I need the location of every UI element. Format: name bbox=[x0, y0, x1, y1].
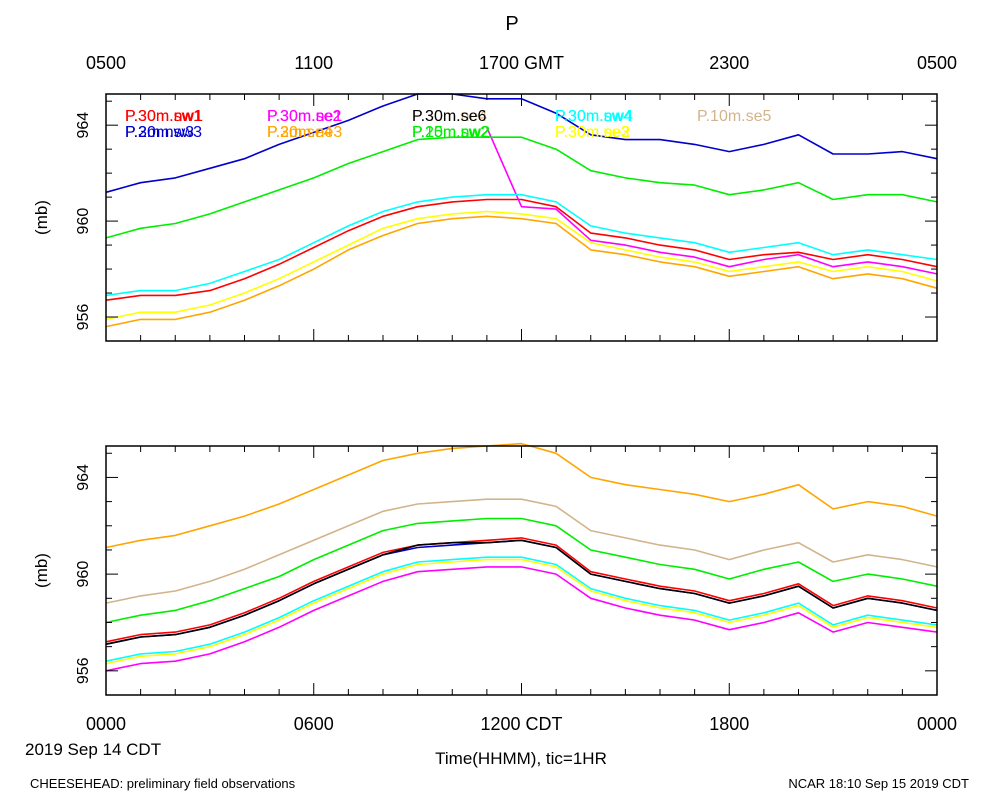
legend-P.2m.se4: P.2m.se4 bbox=[267, 124, 333, 141]
y-tick-label: 964 bbox=[75, 464, 92, 491]
series-line-P.30m.ne2 bbox=[105, 210, 938, 321]
legend-P.30m.se6: P.30m.se6 bbox=[412, 108, 487, 125]
top-x-tick-label: 1100 bbox=[294, 53, 333, 73]
series-line-P.2m.se4 bbox=[105, 442, 938, 549]
legend-P.30m.ne3: P.30m.ne3 bbox=[267, 124, 342, 141]
x-axis-label: Time(HHMM), tic=1HR bbox=[435, 749, 607, 768]
series-line-P.30m.sw4 bbox=[105, 556, 938, 662]
date-label: 2019 Sep 14 CDT bbox=[25, 740, 161, 759]
series-line-P.10m.nw2 bbox=[105, 136, 938, 239]
y-axis-label: (mb) bbox=[32, 553, 51, 588]
legend-P.30m.nw1: P.30m.nw1 bbox=[125, 108, 203, 125]
top-x-tick-label: 1700 GMT bbox=[479, 53, 564, 73]
y-axis-label: (mb) bbox=[32, 200, 51, 235]
legend-P.2m.nw3: P.2m.nw3 bbox=[125, 124, 194, 141]
y-tick-label: 964 bbox=[75, 112, 92, 139]
bottom-x-tick-label: 0600 bbox=[294, 714, 334, 734]
series-line-P.30m.se3 bbox=[105, 558, 938, 665]
bottom-x-tick-label: 1200 CDT bbox=[480, 714, 562, 734]
bottom-x-tick-label: 0000 bbox=[917, 714, 957, 734]
footer-left: CHEESEHEAD: preliminary field observatio… bbox=[30, 776, 296, 791]
legend-P.30m.nw4: P.30m.nw4 bbox=[555, 108, 633, 125]
bottom-x-tick-label: 0000 bbox=[86, 714, 126, 734]
legend-P.30m.ne2: P.30m.ne2 bbox=[555, 124, 630, 141]
series-line-P.30m.nw4 bbox=[105, 193, 938, 297]
top-x-tick-label: 0500 bbox=[917, 53, 957, 73]
panel-bottom: P.30m.sw1P.30m.sw3P.30m.se2P.2m.se4P.30m… bbox=[32, 108, 957, 734]
footer-right: NCAR 18:10 Sep 15 2019 CDT bbox=[788, 776, 969, 791]
series-line-P.30m.ne1 bbox=[486, 127, 938, 275]
legend-P.30m.se2: P.30m.se2 bbox=[267, 108, 342, 125]
series-line-P.30m.se2 bbox=[105, 566, 938, 672]
legend-P.30m.ne1: P.30m.ne1 bbox=[267, 108, 342, 125]
bottom-x-tick-label: 1800 bbox=[709, 714, 749, 734]
y-tick-label: 956 bbox=[75, 657, 92, 684]
series-line-P.30m.nw1 bbox=[105, 198, 938, 301]
legend-P.30m.ne4: P.30m.ne4 bbox=[412, 108, 487, 125]
legend-P.30m.se3: P.30m.se3 bbox=[555, 124, 630, 141]
legend-P.25m.sw2: P.25m.sw2 bbox=[412, 124, 489, 141]
series-line-P.10m.se5 bbox=[105, 498, 938, 604]
series-line-P.30m.ne3 bbox=[105, 215, 938, 328]
series-line-P.30m.sw1 bbox=[105, 537, 938, 643]
chart-panels: P.30m.nw1P.2m.nw3P.30m.ne1P.30m.ne3P.30m… bbox=[32, 53, 957, 734]
y-tick-label: 960 bbox=[75, 208, 92, 235]
legend-P.30m.sw4: P.30m.sw4 bbox=[555, 108, 632, 125]
legend-P.30m.sw3: P.30m.sw3 bbox=[125, 124, 202, 141]
panel-top: P.30m.nw1P.2m.nw3P.30m.ne1P.30m.ne3P.30m… bbox=[32, 53, 957, 342]
y-tick-label: 960 bbox=[75, 561, 92, 588]
series-line-P.25m.sw2 bbox=[105, 517, 938, 624]
legend-P.10m.nw2: P.10m.nw2 bbox=[412, 124, 490, 141]
y-tick-label: 956 bbox=[75, 304, 92, 331]
series-line-P.30m.se6 bbox=[105, 539, 938, 645]
top-x-tick-label: 0500 bbox=[86, 53, 126, 73]
series-line-P.2m.nw3 bbox=[105, 93, 938, 194]
plot-frame bbox=[105, 93, 938, 342]
chart-title: P bbox=[505, 13, 518, 35]
legend-P.10m.se5: P.10m.se5 bbox=[697, 108, 772, 125]
top-x-tick-label: 2300 bbox=[709, 53, 749, 73]
legend-P.30m.sw1: P.30m.sw1 bbox=[125, 108, 202, 125]
